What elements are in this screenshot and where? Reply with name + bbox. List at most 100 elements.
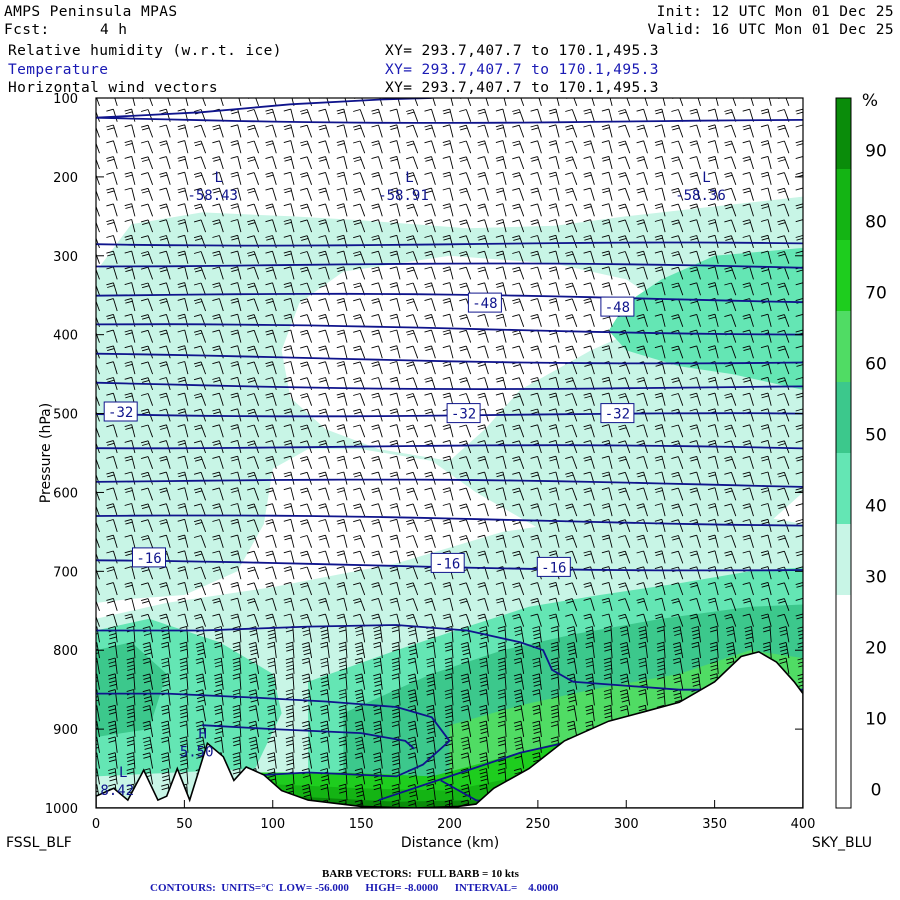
wind-barb-flag [618,440,626,444]
wind-barb-flag [477,440,485,444]
wind-barb-flag [479,692,487,696]
wind-barb [326,752,330,769]
wind-barb-flag [266,616,274,620]
wind-barb-flag [689,455,697,459]
wind-barb-flag [512,251,520,254]
wind-barb-flag [479,783,487,787]
wind-barb-flag [426,676,434,680]
wind-barb-flag [479,704,487,708]
wind-barb-flag [530,313,538,317]
wind-barb [520,689,525,706]
wind-barb [200,251,207,264]
wind-barb [502,534,507,548]
wind-barb-flag [407,143,415,147]
wind-barb-flag [300,298,308,302]
wind-barb-flag [497,676,506,680]
wind-barb-flag [636,156,644,160]
wind-barb [484,109,489,122]
wind-barb [624,535,631,548]
wind-barb-flag [671,282,679,286]
wind-barb-flag [477,503,485,507]
wind-barb-flag [266,490,274,494]
wind-barb-flag [689,566,697,570]
wind-barb-flag [265,219,273,223]
wind-barb-flag [478,143,486,146]
wind-barb-flag [390,253,398,257]
wind-barb-flag [106,203,114,207]
wind-barb-flag [602,537,610,541]
wind-barb [608,550,613,564]
wind-barb-flag [108,768,116,771]
wind-barb [396,172,401,185]
wind-barb-flag [179,673,187,677]
wind-barb-flag [96,269,97,271]
wind-barb-flag [178,190,186,194]
wind-barb [290,250,295,264]
wind-barb-flag [512,503,520,507]
wind-barb [412,361,419,375]
wind-barb-flag [724,582,732,586]
wind-barb-flag [548,234,557,238]
wind-barb-flag [584,458,592,462]
wind-barb-flag [513,269,521,273]
wind-barb [414,752,419,769]
wind-barb-flag [638,641,646,645]
wind-barb-flag [318,534,326,538]
wind-barb-flag [247,285,256,289]
wind-barb-flag [513,364,521,368]
wind-barb-flag [495,234,504,238]
wind-barb-flag [549,363,557,367]
wind-barb-flag [159,219,167,223]
wind-barb-flag [512,613,520,617]
wind-barb-flag [265,187,273,191]
wind-barb [537,124,542,138]
wind-barb-flag [232,660,241,664]
wind-barb [359,456,366,469]
wind-barb-flag [88,220,95,222]
wind-barb [396,503,401,517]
wind-barb-flag [160,521,168,525]
wind-barb [343,519,348,533]
wind-barb [306,188,313,201]
wind-barb [414,673,419,690]
wind-barb-flag [601,155,610,159]
wind-barb [449,345,454,359]
wind-barb [449,487,454,501]
wind-barb [220,642,224,659]
wind-barb [218,613,224,627]
wind-barb-flag [427,683,435,687]
wind-barb [165,172,171,185]
wind-barb [290,172,295,185]
wind-barb-flag [655,269,663,273]
wind-barb-flag [194,206,203,210]
wind-barb [749,377,754,391]
wind-barb-flag [127,711,135,715]
wind-barb-flag [285,692,294,696]
wind-barb [218,156,224,170]
wind-barb-flag [373,783,381,787]
wind-barb-flag [461,755,469,759]
wind-barb [186,720,189,738]
wind-barb [714,487,719,501]
wind-barb [537,471,542,485]
wind-barb-flag [743,348,751,352]
wind-barb-flag [337,332,345,336]
wind-barb [165,598,171,611]
wind-barb-flag [391,657,399,661]
wind-barb [237,582,242,596]
wind-barb [714,550,719,564]
wind-barb [696,393,701,406]
wind-barb-flag [265,503,273,507]
wind-barb-flag [389,581,397,585]
wind-barb-flag [285,708,294,712]
wind-barb-flag [444,692,453,696]
wind-barb-flag [636,235,644,238]
wind-barb-flag [549,300,557,304]
wind-barb-flag [708,93,715,95]
wind-barb [485,689,489,706]
wind-barb [306,203,313,217]
wind-barb [518,503,525,517]
wind-barb-flag [371,534,379,538]
wind-barb [696,582,701,596]
wind-barb-flag [353,471,361,475]
